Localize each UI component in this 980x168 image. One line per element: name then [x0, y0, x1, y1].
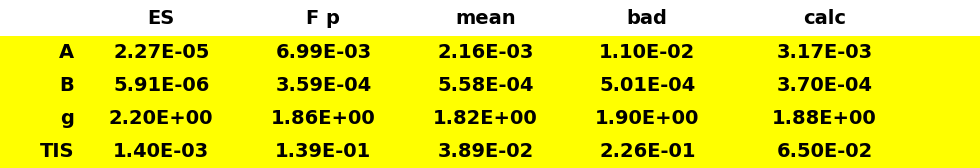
Text: 3.89E-02: 3.89E-02 — [437, 142, 534, 161]
Text: 1.82E+00: 1.82E+00 — [433, 109, 538, 128]
Text: 3.70E-04: 3.70E-04 — [777, 76, 872, 95]
Text: 6.99E-03: 6.99E-03 — [275, 43, 371, 62]
Text: 1.88E+00: 1.88E+00 — [772, 109, 877, 128]
Text: 5.91E-06: 5.91E-06 — [113, 76, 210, 95]
Text: ES: ES — [148, 9, 174, 28]
Text: calc: calc — [804, 9, 846, 28]
Text: 1.86E+00: 1.86E+00 — [271, 109, 375, 128]
Text: 2.26E-01: 2.26E-01 — [599, 142, 696, 161]
Text: 2.16E-03: 2.16E-03 — [437, 43, 534, 62]
Text: 2.20E+00: 2.20E+00 — [109, 109, 214, 128]
Text: mean: mean — [456, 9, 515, 28]
Text: 3.17E-03: 3.17E-03 — [776, 43, 873, 62]
Text: bad: bad — [627, 9, 667, 28]
Text: 1.10E-02: 1.10E-02 — [599, 43, 696, 62]
Text: B: B — [60, 76, 74, 95]
Text: 6.50E-02: 6.50E-02 — [776, 142, 873, 161]
Text: 1.39E-01: 1.39E-01 — [275, 142, 371, 161]
Text: TIS: TIS — [40, 142, 74, 161]
Text: 5.58E-04: 5.58E-04 — [437, 76, 534, 95]
Text: g: g — [61, 109, 74, 128]
Text: A: A — [60, 43, 74, 62]
Text: 1.90E+00: 1.90E+00 — [595, 109, 700, 128]
Bar — [0, 0, 980, 36]
Text: 3.59E-04: 3.59E-04 — [275, 76, 371, 95]
Text: 5.01E-04: 5.01E-04 — [599, 76, 696, 95]
Text: 1.40E-03: 1.40E-03 — [113, 142, 210, 161]
Text: F p: F p — [307, 9, 340, 28]
Text: 2.27E-05: 2.27E-05 — [113, 43, 210, 62]
Bar — [0, 36, 980, 168]
